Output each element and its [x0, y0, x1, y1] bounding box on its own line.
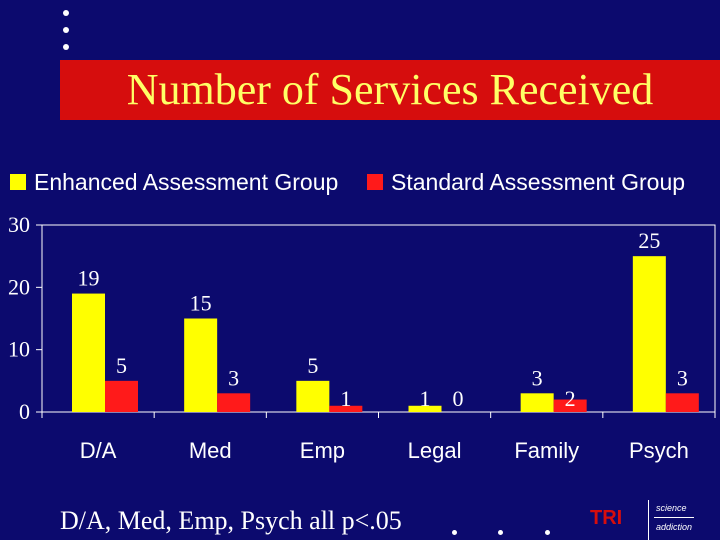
- data-label: 3: [677, 365, 688, 390]
- data-label: 5: [116, 353, 127, 378]
- data-label: 2: [565, 386, 576, 411]
- bar-standard: [105, 380, 138, 412]
- bar-standard: [217, 393, 251, 412]
- data-label: 3: [532, 365, 543, 390]
- logo-divider-line: [654, 517, 694, 518]
- bar-enhanced: [296, 380, 330, 412]
- slide-bullet-dot: [63, 44, 69, 50]
- data-label: 19: [78, 266, 100, 291]
- logo-divider: [648, 500, 649, 540]
- legend-swatch-standard: [367, 174, 383, 190]
- tri-logo: TRI: [590, 507, 623, 529]
- bar-enhanced: [72, 293, 105, 412]
- x-category-label: Med: [189, 438, 232, 463]
- y-tick-label: 20: [8, 274, 30, 299]
- footer-dot: [498, 530, 503, 535]
- significance-footnote: D/A, Med, Emp, Psych all p<.05: [60, 506, 402, 535]
- slide-bullet-dot: [63, 27, 69, 33]
- data-label: 0: [453, 386, 464, 411]
- data-label: 1: [420, 386, 431, 411]
- data-label: 5: [307, 353, 318, 378]
- x-category-label: Family: [514, 438, 579, 463]
- bar-enhanced: [408, 405, 442, 412]
- bar-enhanced: [184, 318, 218, 412]
- logo-science-text: science: [656, 503, 687, 513]
- footer-dot: [452, 530, 457, 535]
- title-bar: Number of Services Received: [60, 60, 720, 120]
- data-label: 3: [228, 365, 239, 390]
- data-label: 1: [340, 386, 351, 411]
- y-tick-label: 0: [19, 399, 30, 424]
- plot-area: [41, 224, 716, 413]
- slide-bullet-dot: [63, 10, 69, 16]
- bar-standard: [553, 399, 587, 412]
- data-label: 15: [190, 291, 212, 316]
- x-category-label: Legal: [408, 438, 462, 463]
- slide-title: Number of Services Received: [126, 65, 654, 114]
- y-tick-label: 30: [8, 212, 30, 237]
- footer-dot: [545, 530, 550, 535]
- data-label: 25: [638, 228, 660, 253]
- bar-standard: [665, 393, 699, 412]
- legend-swatch-enhanced: [10, 174, 26, 190]
- bar-enhanced: [520, 393, 554, 412]
- x-category-label: Emp: [300, 438, 345, 463]
- legend-label-standard: Standard Assessment Group: [391, 169, 686, 195]
- x-category-label: Psych: [629, 438, 689, 463]
- y-tick-label: 10: [8, 337, 30, 362]
- x-category-label: D/A: [80, 438, 117, 463]
- legend-label-enhanced: Enhanced Assessment Group: [34, 169, 339, 195]
- bar-standard: [329, 405, 363, 412]
- bar-enhanced: [632, 256, 666, 412]
- logo-addiction-text: addiction: [656, 522, 693, 532]
